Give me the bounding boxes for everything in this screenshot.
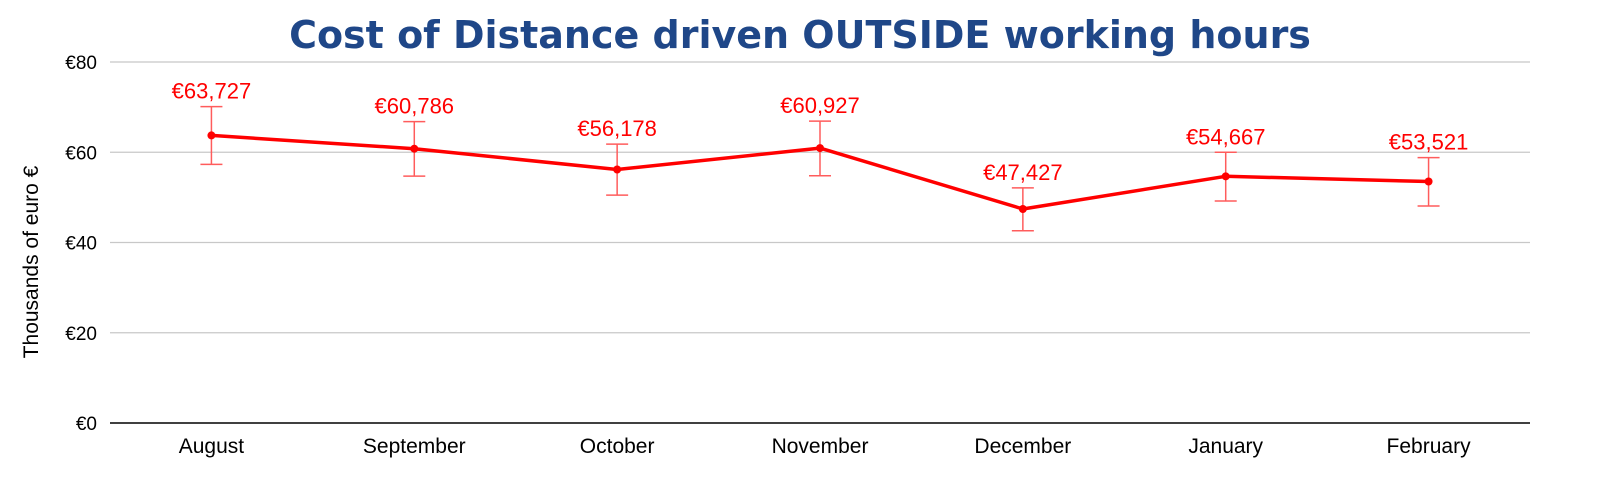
x-tick-label: August bbox=[179, 435, 245, 458]
x-tick-label: January bbox=[1188, 435, 1263, 458]
x-tick-label: November bbox=[772, 435, 869, 458]
data-points bbox=[207, 131, 1433, 213]
data-point bbox=[207, 131, 216, 140]
data-label: €56,178 bbox=[577, 116, 657, 141]
x-axis-ticks: August September October November December Ja… bbox=[179, 435, 1471, 458]
data-point bbox=[1018, 204, 1027, 213]
data-point bbox=[816, 144, 824, 153]
y-axis-ticks: €0 €20 €40 €60 €80 bbox=[65, 53, 97, 435]
data-point bbox=[410, 144, 419, 153]
grid-layer bbox=[110, 61, 1530, 424]
y-tick-label: €0 bbox=[76, 414, 97, 435]
data-label: €54,667 bbox=[1186, 124, 1266, 149]
data-labels: €63,727 €60,786 €56,178 €60,927 €47,427 €54,6… bbox=[172, 79, 1469, 185]
x-tick-label: December bbox=[974, 435, 1071, 458]
data-label: €47,427 bbox=[983, 160, 1063, 185]
y-tick-label: €60 bbox=[65, 143, 97, 164]
y-tick-label: €20 bbox=[65, 324, 97, 345]
data-label: €60,927 bbox=[780, 93, 860, 118]
x-tick-label: September bbox=[363, 435, 466, 458]
data-point bbox=[1424, 177, 1433, 186]
x-tick-label: October bbox=[580, 435, 655, 458]
data-label: €63,727 bbox=[172, 79, 252, 104]
data-label: €60,786 bbox=[375, 94, 455, 119]
data-label: €53,521 bbox=[1389, 130, 1469, 155]
data-point bbox=[1221, 172, 1230, 181]
y-tick-label: €40 bbox=[65, 234, 97, 255]
y-axis-label: Thousands of euro € bbox=[20, 165, 43, 358]
y-tick-label: €80 bbox=[65, 53, 97, 74]
data-point bbox=[613, 165, 622, 174]
chart-title: Cost of Distance driven OUTSIDE working … bbox=[289, 13, 1311, 57]
x-tick-label: February bbox=[1387, 435, 1472, 458]
